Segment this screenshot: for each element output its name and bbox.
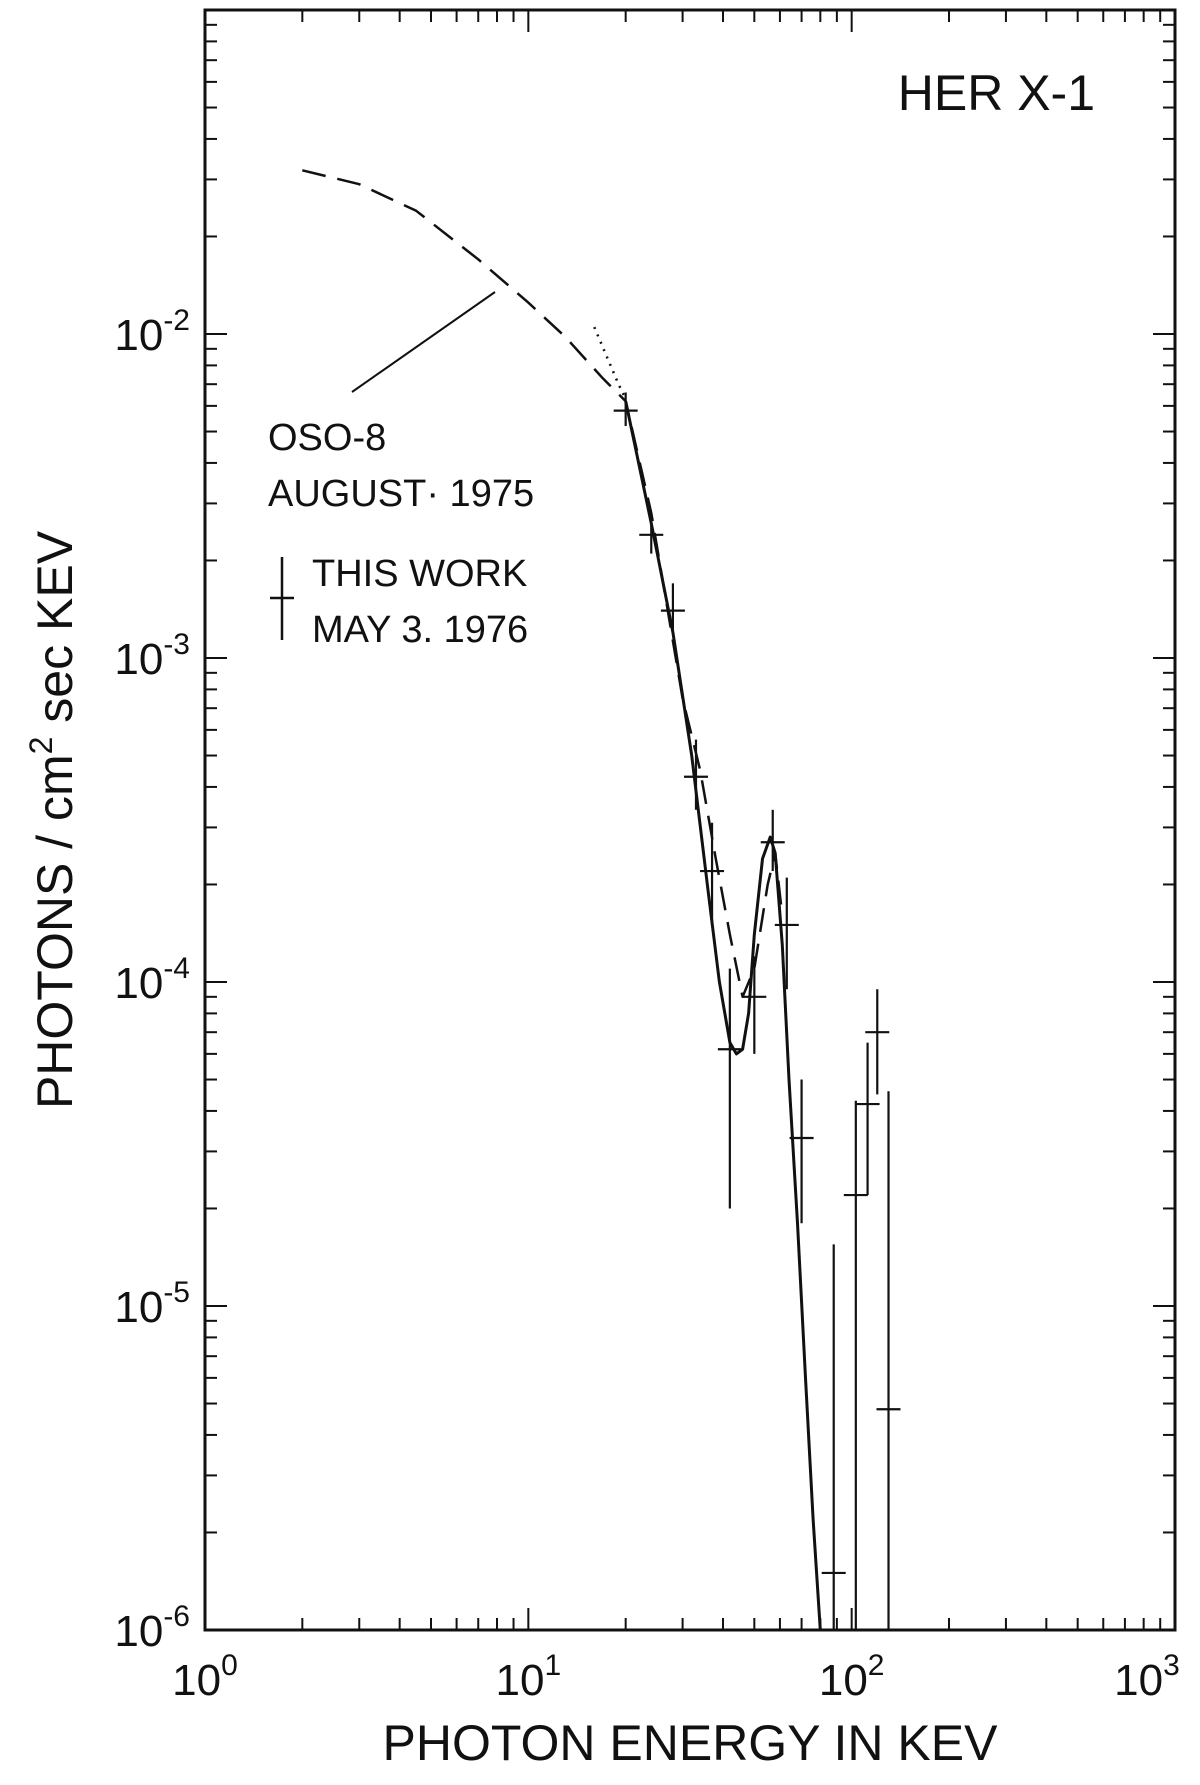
error-bar-point [717,968,742,1209]
y-tick-label-base: 10 [114,959,163,1008]
y-axis-label-main: PHOTONS / cm [27,754,83,1109]
x-tick-label: 101 [496,1649,562,1705]
error-bar-point [639,513,664,554]
x-tick-label-base: 10 [496,1656,545,1705]
y-tick-label-base: 10 [114,1283,163,1332]
error-bar-point [843,1100,868,1630]
oso-label-line1: OSO-8 [268,417,386,459]
x-tick-labels: 100 101 102 103 [172,1649,1180,1705]
this-work-fit-line [624,400,822,1631]
extrapolation-line [593,326,627,400]
y-tick-labels: 10-210-310-410-510-6 [114,304,190,1656]
y-tick-label: 10-3 [114,628,190,684]
y-tick-label-exponent: -5 [163,1276,190,1309]
x-tick-label: 103 [1114,1649,1180,1705]
error-bar-point [660,583,685,633]
y-tick-label-exponent: -3 [163,628,190,661]
plot-frame [203,8,1177,1632]
error-bar-point [760,809,785,872]
y-tick-label-base: 10 [114,1607,163,1656]
error-bars [613,392,901,1630]
error-bar-point [855,1042,880,1196]
this-work-legend-marker [270,557,294,640]
y-tick-label: 10-5 [114,1276,190,1332]
y-tick-label-exponent: -4 [163,952,190,985]
axis-ticks [204,10,1175,1631]
error-bar-point [789,1079,814,1224]
y-tick-label-exponent: -6 [163,1600,190,1633]
error-bar-point [821,1244,846,1630]
x-tick-label: 102 [819,1649,885,1705]
this-work-label-line1: THIS WORK [312,553,527,595]
error-bar-point [876,1091,901,1630]
error-bar-point [774,877,799,990]
y-tick-label-exponent: -2 [163,304,190,337]
error-bar-point [613,392,638,427]
x-axis-label: PHOTON ENERGY IN KEV [383,1715,999,1771]
x-tick-label-base: 10 [819,1656,868,1705]
y-axis-label: PHOTONS / cm2 sec KEV [23,530,83,1109]
chart-title: HER X-1 [898,65,1095,121]
error-bar-point [700,822,725,925]
error-bar-point [683,739,708,810]
y-axis-label-rest: sec KEV [27,530,83,736]
x-tick-label-base: 10 [172,1656,221,1705]
y-axis-label-superscript: 2 [23,737,59,755]
x-tick-label-exponent: 2 [868,1649,885,1682]
oso-label-line2: AUGUST· 1975 [268,473,534,515]
y-tick-label: 10-4 [114,952,190,1008]
this-work-label-line2: MAY 3. 1976 [312,609,528,651]
oso-leader-line [351,291,496,393]
y-tick-label-base: 10 [114,311,163,360]
y-tick-label: 10-2 [114,304,190,360]
y-tick-label: 10-6 [114,1600,190,1656]
x-tick-label-exponent: 0 [221,1649,238,1682]
x-tick-label: 100 [172,1649,238,1705]
x-tick-label-exponent: 1 [544,1649,561,1682]
y-tick-label-base: 10 [114,635,163,684]
error-bar-point [865,989,890,1095]
x-tick-label-exponent: 3 [1163,1649,1180,1682]
series-layer [302,169,822,1631]
x-tick-label-base: 10 [1114,1656,1163,1705]
error-bar-point [742,956,767,1054]
